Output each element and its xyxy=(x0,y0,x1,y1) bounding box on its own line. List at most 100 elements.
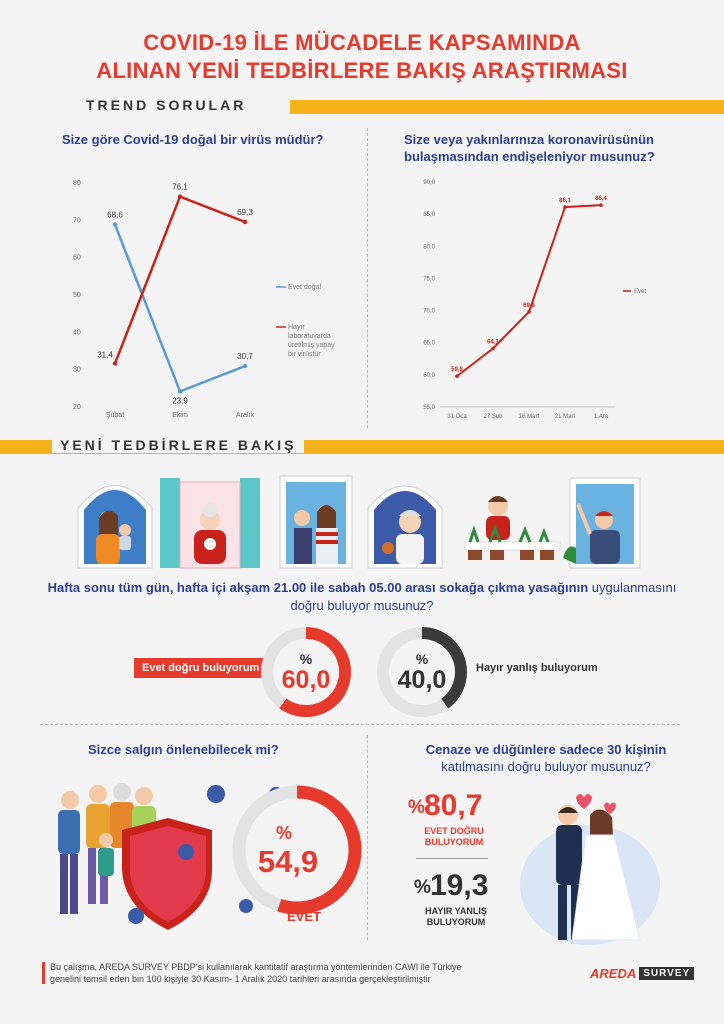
chart1-point xyxy=(242,363,248,369)
windows-illustration xyxy=(77,475,641,569)
footer-note-line2: genelini temsil eden bin 100 kişiyle 30 … xyxy=(50,974,431,984)
chart1-svg: 80 70 60 50 40 30 20 Şubat Ekim Aralık 68,6 23,9 3… xyxy=(73,180,335,419)
window-shutters-grandma xyxy=(160,478,260,569)
chart1-xtick: Ekim xyxy=(172,412,188,419)
window-couple xyxy=(279,475,353,569)
pandemic-pct-sign: % xyxy=(276,823,292,843)
chart1-data-label: 23,9 xyxy=(172,396,188,405)
wedding-no-value: 19,3 xyxy=(430,869,489,902)
chart2-data-label: 69,8 xyxy=(523,303,535,309)
curfew-yes-ring-fill xyxy=(261,627,351,717)
chart1-ytick: 30 xyxy=(73,367,81,374)
chart2-xtick: 1.Ara xyxy=(594,414,609,420)
curfew-no-value: 40,0 xyxy=(398,666,447,694)
chart2-ytick: 65,0 xyxy=(423,341,435,347)
chart1-point xyxy=(177,389,183,394)
chart2-ytick: 80,0 xyxy=(423,244,435,250)
wedding-no-pct-sign: % xyxy=(414,877,431,898)
curfew-question-part-a: Hafta sonu tüm gün, hafta içi akşam 21.0… xyxy=(47,580,436,595)
wedding-no-label-2: BULUYORUM xyxy=(426,917,486,927)
section-band-trend xyxy=(290,100,724,114)
chart1-ytick: 40 xyxy=(73,329,81,336)
wedding-yes-pct-sign: % xyxy=(408,797,425,818)
chart2-ytick: 55,0 xyxy=(423,405,435,411)
curfew-question-line1: Hafta sonu tüm gün, hafta içi akşam 21.0… xyxy=(0,580,724,595)
wedding-yes-label-1: EVET DOĞRU xyxy=(424,826,484,836)
chart2-point xyxy=(491,346,495,351)
chart1-point xyxy=(112,361,118,366)
chart2-xtick: 16 Mart xyxy=(519,414,540,420)
chart1-xtick: Aralık xyxy=(236,412,254,419)
chart1-ytick: 70 xyxy=(73,217,81,224)
curfew-yes-donut: % 60,0 xyxy=(261,627,351,717)
curfew-question-line2: doğru buluyor musunuz? xyxy=(290,598,434,613)
chart1-ytick: 80 xyxy=(73,180,81,187)
window-woman-plants xyxy=(464,496,561,560)
vertical-divider-top xyxy=(367,128,368,428)
chart1-data-label: 69,3 xyxy=(237,208,253,217)
logo-brand: AREDA xyxy=(590,966,637,981)
chart1-ytick: 50 xyxy=(73,292,81,299)
areda-survey-logo: AREDA SURVEY xyxy=(590,966,695,981)
chart2-xtick: 21 Mart xyxy=(555,414,576,420)
curfew-no-donut: % 40,0 xyxy=(377,627,467,717)
window-arched-mother-child xyxy=(77,485,153,569)
horizontal-divider xyxy=(40,724,680,725)
chart2-question-line2: bulaşmasından endişeleniyor musunuz? xyxy=(404,149,655,164)
chart2-series-evet-line xyxy=(456,204,602,377)
chart2-data-label: 86,4 xyxy=(595,196,607,202)
chart2-ytick: 90,0 xyxy=(423,180,435,186)
pandemic-donut: % 54,9 EVET xyxy=(232,785,362,924)
window-man-waving xyxy=(563,477,641,569)
chart1-ytick: 20 xyxy=(73,404,81,411)
page-title-line1: COVID-19 İLE MÜCADELE KAPSAMINDA xyxy=(143,30,581,55)
chart1-legend-hayir-4: bir virüstür xyxy=(288,351,321,358)
window-arched-old-man xyxy=(367,485,443,569)
chart1-legend-hayir-2: laboratuvarda xyxy=(288,333,331,340)
wedding-question-line1: Cenaze ve düğünlere sadece 30 kişinin xyxy=(425,742,667,757)
page-title-line2: ALINAN YENİ TEDBİRLERE BAKIŞ ARAŞTIRMASI xyxy=(96,58,628,83)
curfew-no-ring-fill xyxy=(377,627,467,717)
chart2-ytick: 75,0 xyxy=(423,276,435,282)
chart2-point xyxy=(527,310,531,314)
wedding-yes-label-2: BULUYORUM xyxy=(424,837,484,847)
chart2-data-label: 64,1 xyxy=(487,340,499,346)
pandemic-value: 54,9 xyxy=(258,844,318,879)
curfew-yes-label: Evet doğru buluyorum xyxy=(134,658,268,678)
chart2-ytick: 60,0 xyxy=(423,373,435,379)
chart2-svg: 90,0 85,0 80,0 75,0 70,0 65,0 60,0 55,0 31.Oca 2… xyxy=(423,180,646,420)
heart-icon xyxy=(604,802,616,814)
chart2-ytick: 70,0 xyxy=(423,309,435,315)
chart2-xtick: 31.Oca xyxy=(447,414,467,420)
curfew-yes-value: 60,0 xyxy=(282,666,331,694)
chart2-legend: Evet xyxy=(634,289,646,295)
wedding-no-label-1: HAYIR YANLIŞ xyxy=(425,906,487,916)
chart1-data-label: 31,4 xyxy=(97,350,113,359)
wedding-question-line2: katılmasını doğru buluyor musunuz? xyxy=(441,759,651,774)
heart-icon xyxy=(576,794,592,809)
chart2-data-label: 59,8 xyxy=(451,367,463,373)
pandemic-question: Sizce salgın önlenebilecek mi? xyxy=(88,742,279,757)
chart1-data-label: 76,1 xyxy=(172,183,188,192)
vertical-divider-bottom xyxy=(367,735,368,940)
chart2-data-label: 86,1 xyxy=(559,198,571,204)
wedding-illustration xyxy=(520,794,660,945)
chart1-ytick: 60 xyxy=(73,255,81,262)
chart1-data-label: 30,7 xyxy=(237,352,253,361)
chart2-point xyxy=(563,205,567,209)
chart2-ytick: 85,0 xyxy=(423,212,435,218)
chart1-data-label: 68,6 xyxy=(107,211,123,220)
section-label-trend: TREND SORULAR xyxy=(78,97,255,113)
chart1-xtick: Şubat xyxy=(106,412,124,419)
chart2-question-line1: Size veya yakınlarınıza koronavirüsünün xyxy=(404,132,654,147)
logo-survey: SURVEY xyxy=(639,967,695,980)
footer-note-line1: Bu çalışma, AREDA SURVEY PBDP'si kullanı… xyxy=(50,962,462,972)
family-shield-illustration xyxy=(58,783,283,930)
chart2-point xyxy=(599,203,603,207)
section-label-tedbir: YENİ TEDBİRLERE BAKIŞ xyxy=(52,437,305,453)
curfew-no-label: Hayır yanlış buluyorum xyxy=(476,662,598,674)
curfew-yes-pct-sign: % xyxy=(300,651,313,667)
chart1-point xyxy=(112,222,118,227)
curfew-question-part-b: sokağa çıkma yasağının xyxy=(439,580,589,595)
wedding-yes-value: 80,7 xyxy=(424,789,483,822)
